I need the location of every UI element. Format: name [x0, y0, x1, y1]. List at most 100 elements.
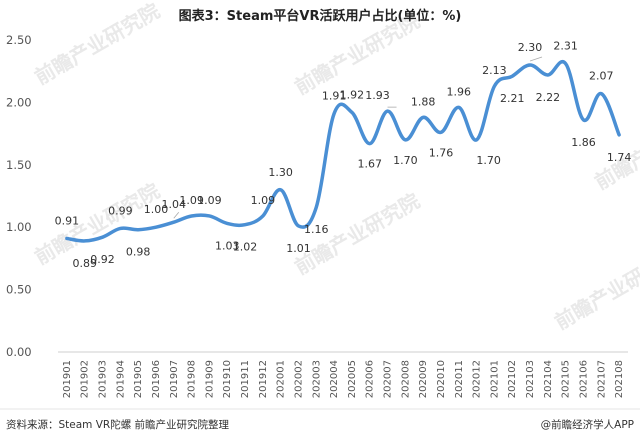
data-point [225, 221, 229, 225]
data-label: 1.88 [411, 95, 436, 108]
data-label: 0.98 [126, 246, 151, 259]
x-tick-label: 202006 [365, 360, 376, 398]
data-label: 1.03 [215, 239, 240, 252]
x-tick-label: 202001 [276, 360, 287, 398]
data-point [421, 115, 425, 119]
data-label: 1.74 [607, 151, 632, 164]
data-labels: 0.910.890.920.990.981.001.041.091.091.03… [55, 40, 632, 270]
data-point [136, 228, 140, 232]
watermark-text: 前瞻产业研究院 [551, 244, 640, 335]
x-tick-label: 201904 [115, 360, 126, 398]
data-point [457, 105, 461, 109]
data-label: 1.02 [233, 241, 258, 254]
data-point [332, 112, 336, 116]
data-label: 1.01 [286, 242, 311, 255]
data-point [118, 226, 122, 230]
x-tick-label: 201912 [258, 360, 269, 398]
data-point [65, 236, 69, 240]
x-tick-label: 202010 [436, 360, 447, 398]
x-tick-label: 201911 [240, 360, 251, 398]
brand-credit: @前瞻经济学人APP [541, 418, 634, 431]
source-note: 资料来源：Steam VR陀螺 前瞻产业研究院整理 [6, 418, 230, 431]
data-label: 1.93 [365, 89, 390, 102]
y-tick-label: 0.00 [6, 345, 32, 359]
chart-title: 图表3：Steam平台VR活跃用户占比(单位：%) [179, 8, 462, 24]
data-point [439, 130, 443, 134]
data-label: 2.13 [482, 64, 507, 77]
data-point [83, 239, 87, 243]
y-tick-label: 2.00 [6, 95, 32, 109]
data-point [510, 74, 514, 78]
x-tick-label: 201905 [133, 360, 144, 398]
data-label: 1.96 [447, 85, 472, 98]
data-label: 1.09 [251, 194, 276, 207]
x-tick-label: 201906 [151, 360, 162, 398]
data-point [599, 92, 603, 96]
x-tick-label: 202102 [507, 360, 518, 398]
data-label: 1.86 [571, 136, 596, 149]
data-label: 0.91 [55, 214, 80, 227]
data-point [617, 133, 621, 137]
x-tick-label: 201907 [169, 360, 180, 398]
data-label: 1.91 [322, 90, 347, 103]
x-tick-label: 202105 [561, 360, 572, 398]
data-label: 1.92 [340, 88, 365, 101]
data-point [546, 73, 550, 77]
data-point [261, 214, 265, 218]
data-point [368, 142, 372, 146]
x-tick-label: 201903 [98, 360, 109, 398]
x-tick-label: 202103 [525, 360, 536, 398]
x-tick-label: 202002 [293, 360, 304, 398]
x-tick-label: 202101 [489, 360, 500, 398]
label-leader-lines [173, 56, 543, 219]
x-tick-label: 202003 [311, 360, 322, 398]
y-tick-label: 1.00 [6, 220, 32, 234]
data-point [296, 224, 300, 228]
data-point [528, 63, 532, 67]
data-label: 2.22 [536, 91, 561, 104]
x-tick-label: 202004 [329, 360, 340, 398]
y-tick-label: 1.50 [6, 158, 32, 172]
watermark-text: 前瞻产业研究院 [591, 104, 640, 195]
leader-line [173, 211, 180, 219]
data-label: 1.00 [144, 203, 169, 216]
data-label: 1.30 [268, 166, 293, 179]
x-tick-label: 202106 [578, 360, 589, 398]
data-point [101, 235, 105, 239]
data-point [350, 110, 354, 114]
x-axis: 201901 201902 201903 201904 201905 201906 2019… [62, 360, 625, 398]
data-point [564, 62, 568, 66]
data-point [403, 138, 407, 142]
data-point [492, 84, 496, 88]
x-tick-label: 201909 [204, 360, 215, 398]
data-label: 2.07 [589, 70, 614, 83]
data-label: 2.21 [500, 92, 525, 105]
x-tick-label: 201901 [62, 360, 73, 398]
x-tick-label: 202108 [614, 360, 625, 398]
series-line [65, 60, 621, 243]
data-label: 1.09 [179, 194, 204, 207]
y-tick-label: 0.50 [6, 283, 32, 297]
y-axis: 0.00 0.50 1.00 1.50 2.00 2.50 [6, 33, 32, 359]
data-label: 0.99 [108, 204, 133, 217]
data-label: 2.30 [518, 41, 543, 54]
data-point [386, 109, 390, 113]
x-tick-label: 202011 [454, 360, 465, 398]
data-label: 1.09 [197, 194, 222, 207]
data-point [172, 220, 176, 224]
x-tick-label: 202007 [383, 360, 394, 398]
x-tick-label: 201908 [187, 360, 198, 398]
data-label: 1.76 [429, 146, 454, 159]
x-tick-label: 202005 [347, 360, 358, 398]
data-point [243, 223, 247, 227]
data-label: 1.67 [357, 158, 382, 171]
x-tick-label: 202009 [418, 360, 429, 398]
data-label: 1.70 [393, 154, 418, 167]
watermark-text: 前瞻产业研究院 [31, 0, 164, 89]
x-tick-label: 202008 [400, 360, 411, 398]
data-label: 0.92 [90, 253, 115, 266]
y-tick-label: 2.50 [6, 33, 32, 47]
data-label: 2.31 [553, 40, 578, 53]
